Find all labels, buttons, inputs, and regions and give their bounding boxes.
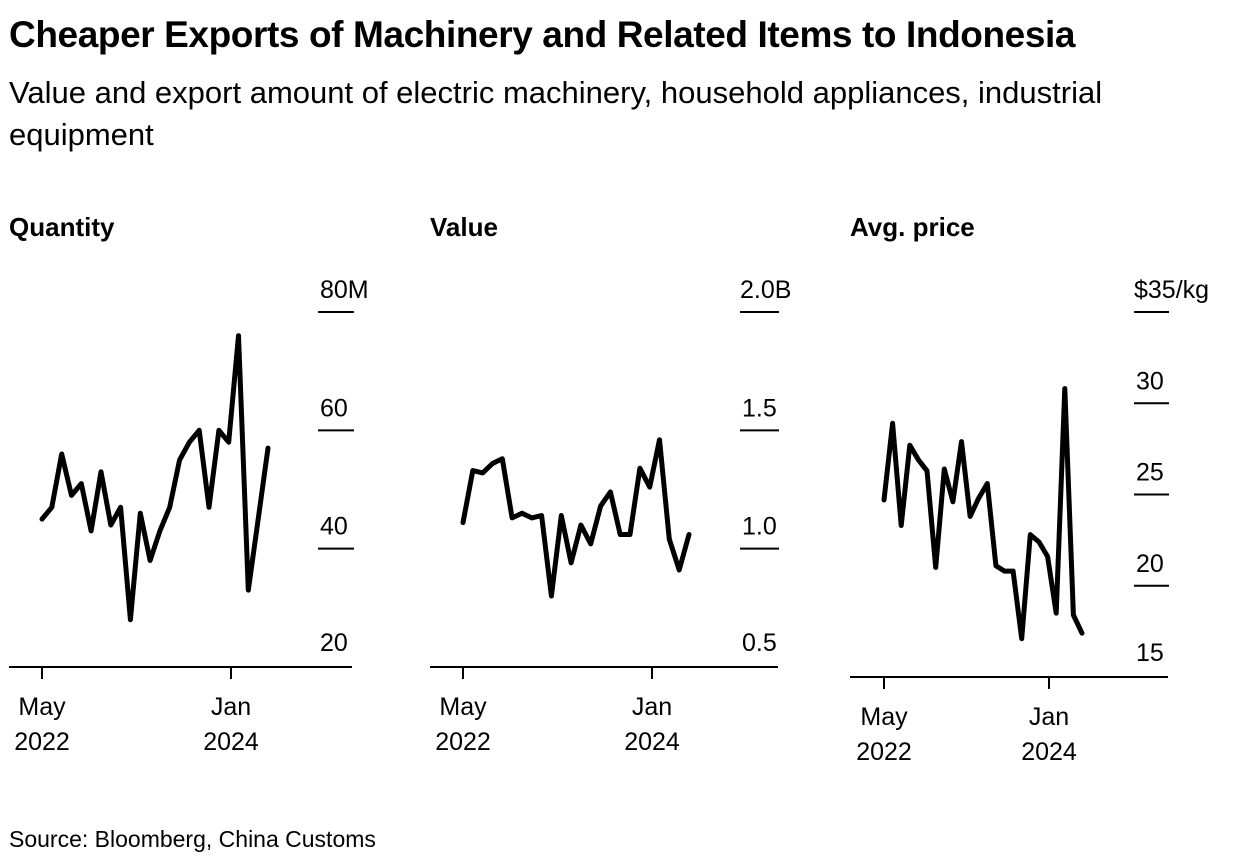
y-tick-label: 1.0 [742, 513, 777, 541]
chart-subtitle: Value and export amount of electric mach… [9, 75, 1103, 152]
panel-title-value: Value [430, 212, 498, 242]
y-tick-label: $35/kg [1134, 276, 1209, 304]
x-tick-label: May [18, 693, 66, 721]
y-tick-label: 2.0B [740, 276, 791, 304]
y-tick-label: 80M [320, 276, 369, 304]
y-tick-label: 30 [1136, 367, 1164, 395]
y-tick-label: 1.5 [742, 394, 777, 422]
x-tick-label: May [439, 693, 487, 721]
series-line-value [460, 437, 692, 599]
x-tick-label: 2024 [1021, 738, 1077, 766]
y-tick-label: 40 [320, 513, 348, 541]
series-line-avg-price [881, 386, 1085, 642]
x-tick-label: 2022 [856, 738, 912, 766]
source-note: Source: Bloomberg, China Customs [9, 826, 376, 852]
panel-title-avg-price: Avg. price [850, 212, 975, 242]
panel-title-quantity: Quantity [9, 212, 115, 242]
y-tick-label: 60 [320, 394, 348, 422]
series-line-quantity [39, 333, 271, 623]
x-tick-label: Jan [211, 693, 251, 721]
y-tick-label: 0.5 [742, 629, 777, 657]
x-tick-label: Jan [1029, 703, 1069, 731]
y-tick-label: 15 [1136, 639, 1164, 667]
y-tick-label: 20 [320, 629, 348, 657]
x-tick-label: 2024 [203, 728, 259, 756]
x-tick-label: 2024 [624, 728, 680, 756]
y-tick-label: 20 [1136, 550, 1164, 578]
x-tick-label: 2022 [435, 728, 491, 756]
x-tick-label: Jan [632, 693, 672, 721]
chart-title: Cheaper Exports of Machinery and Related… [9, 14, 1076, 55]
x-tick-label: May [860, 703, 908, 731]
y-tick-label: 25 [1136, 459, 1164, 487]
x-tick-label: 2022 [14, 728, 70, 756]
